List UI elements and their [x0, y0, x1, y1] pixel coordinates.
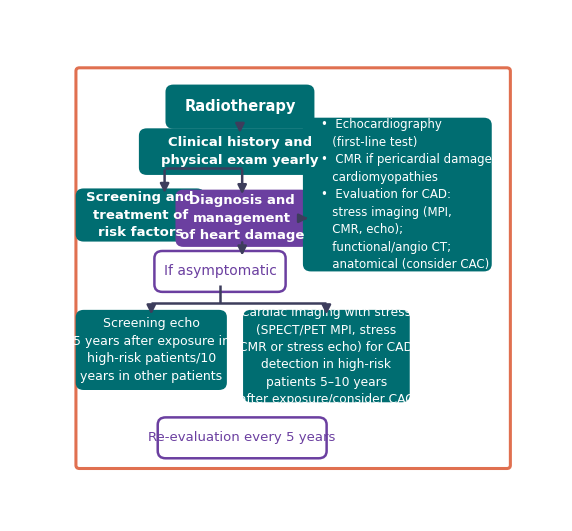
Text: Clinical history and
physical exam yearly: Clinical history and physical exam yearl… [161, 136, 319, 167]
Text: Diagnosis and
management
of heart damage: Diagnosis and management of heart damage [180, 194, 304, 242]
Text: Screening and
treatment of
risk factors: Screening and treatment of risk factors [86, 191, 194, 239]
FancyBboxPatch shape [154, 251, 285, 292]
FancyBboxPatch shape [76, 310, 227, 390]
Text: Re-evaluation every 5 years: Re-evaluation every 5 years [149, 431, 336, 444]
FancyBboxPatch shape [176, 190, 309, 247]
Text: If asymptomatic: If asymptomatic [164, 264, 276, 278]
FancyBboxPatch shape [139, 129, 341, 175]
Text: Screening echo
5 years after exposure in
high-risk patients/10
years in other pa: Screening echo 5 years after exposure in… [73, 317, 230, 383]
FancyBboxPatch shape [76, 68, 510, 468]
FancyBboxPatch shape [158, 417, 327, 458]
FancyBboxPatch shape [165, 84, 315, 129]
Text: Radiotherapy: Radiotherapy [184, 99, 296, 114]
FancyBboxPatch shape [303, 118, 492, 271]
Text: •  Echocardiography
   (first-line test)
•  CMR if pericardial damage/
   cardio: • Echocardiography (first-line test) • C… [321, 118, 495, 271]
Text: Cardiac imaging with stress
(SPECT/PET MPI, stress
CMR or stress echo) for CAD
d: Cardiac imaging with stress (SPECT/PET M… [239, 306, 414, 406]
FancyBboxPatch shape [243, 310, 410, 402]
FancyBboxPatch shape [76, 189, 205, 242]
